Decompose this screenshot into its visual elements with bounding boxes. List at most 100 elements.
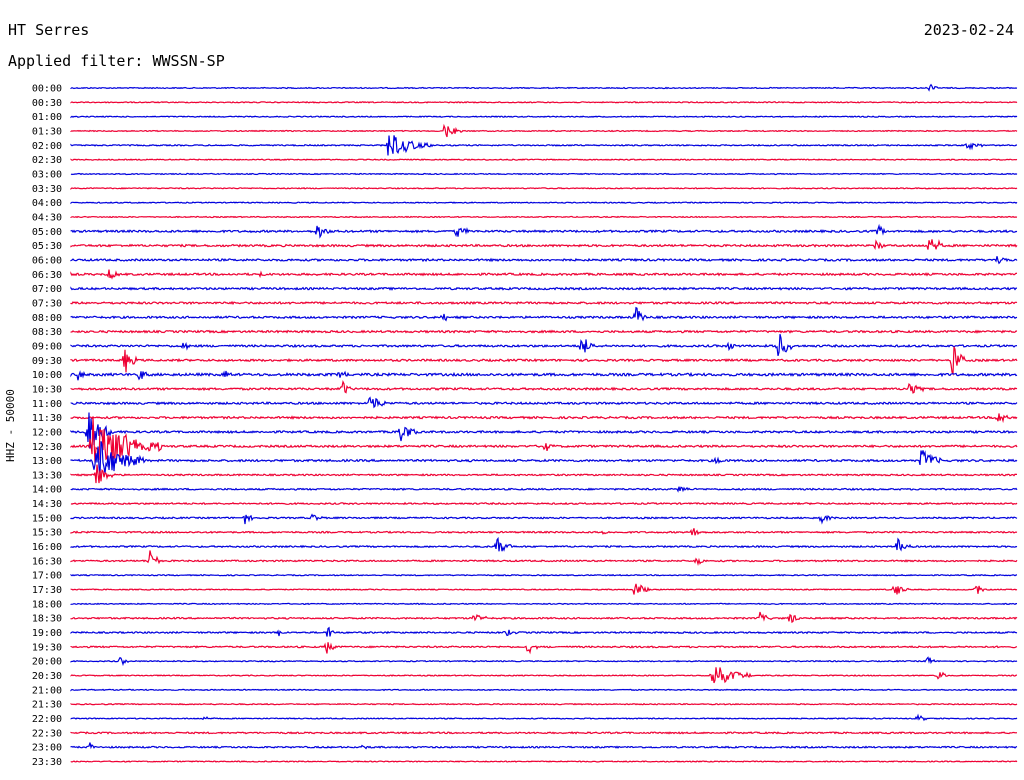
time-tick-label: 10:30 <box>32 384 62 395</box>
time-tick-label: 08:30 <box>32 327 62 338</box>
time-tick-label: 10:00 <box>32 370 62 381</box>
time-tick-label: 17:30 <box>32 585 62 596</box>
time-tick-label: 09:30 <box>32 356 62 367</box>
time-tick-label: 21:00 <box>32 685 62 696</box>
time-tick-label: 11:30 <box>32 413 62 424</box>
time-tick-label: 06:00 <box>32 255 62 266</box>
trace-line <box>70 611 1018 624</box>
time-tick-label: 00:00 <box>32 84 62 95</box>
time-tick-labels: 00:00 00:30 01:00 01:30 02:00 02:30 03:00 03:30… <box>32 84 62 769</box>
time-tick-label: 17:00 <box>32 571 62 582</box>
time-tick-label: 19:30 <box>32 642 62 653</box>
trace-line <box>70 333 1018 356</box>
trace-line <box>70 223 1018 239</box>
time-tick-label: 11:00 <box>32 399 62 410</box>
trace-line <box>70 583 1018 595</box>
time-tick-label: 03:30 <box>32 184 62 195</box>
time-tick-label: 18:00 <box>32 599 62 610</box>
time-tick-label: 02:00 <box>32 141 62 152</box>
trace-line <box>70 239 1018 251</box>
time-tick-label: 23:00 <box>32 743 62 754</box>
trace-line <box>70 396 1018 409</box>
time-tick-label: 20:00 <box>32 657 62 668</box>
trace-line <box>70 172 1018 176</box>
time-tick-label: 00:30 <box>32 98 62 109</box>
trace-line <box>70 528 1018 536</box>
time-tick-label: 09:00 <box>32 341 62 352</box>
time-tick-label: 18:30 <box>32 614 62 625</box>
trace-line <box>70 379 1018 394</box>
date-label: 2023-02-24 <box>923 21 1014 39</box>
trace-line <box>70 83 1018 92</box>
trace-line <box>70 346 1018 376</box>
time-tick-label: 16:00 <box>32 542 62 553</box>
filter-label: Applied filter: WWSSN-SP <box>8 52 225 70</box>
time-tick-label: 01:00 <box>32 112 62 123</box>
time-tick-label: 12:00 <box>32 427 62 438</box>
trace-line <box>70 642 1018 655</box>
trace-line <box>70 441 1018 475</box>
trace-line <box>70 412 1018 449</box>
trace-line <box>70 329 1018 334</box>
trace-line <box>70 269 1018 280</box>
time-tick-label: 15:00 <box>32 513 62 524</box>
trace-line <box>70 626 1018 637</box>
trace-line <box>70 656 1018 667</box>
trace-line <box>70 115 1018 119</box>
time-tick-label: 20:30 <box>32 671 62 682</box>
trace-line <box>70 370 1018 381</box>
trace-line <box>70 215 1018 219</box>
trace-line <box>70 135 1018 156</box>
trace-line <box>70 702 1018 706</box>
trace-line <box>70 256 1018 265</box>
trace-line <box>70 573 1018 577</box>
seismic-traces <box>70 83 1018 763</box>
time-tick-label: 04:30 <box>32 212 62 223</box>
trace-line <box>70 186 1018 190</box>
time-tick-label: 08:00 <box>32 313 62 324</box>
trace-line <box>70 713 1018 722</box>
time-tick-label: 06:30 <box>32 270 62 281</box>
trace-line <box>70 486 1018 493</box>
time-tick-label: 21:30 <box>32 700 62 711</box>
trace-line <box>70 742 1018 750</box>
trace-line <box>70 306 1018 322</box>
trace-line <box>70 100 1018 104</box>
trace-line <box>70 201 1018 205</box>
trace-line <box>70 731 1018 735</box>
time-tick-label: 14:00 <box>32 485 62 496</box>
trace-line <box>70 300 1018 306</box>
trace-line <box>70 667 1018 684</box>
time-tick-label: 16:30 <box>32 556 62 567</box>
time-tick-label: 19:00 <box>32 628 62 639</box>
time-tick-label: 22:00 <box>32 714 62 725</box>
time-tick-label: 12:30 <box>32 442 62 453</box>
time-tick-label: 02:30 <box>32 155 62 166</box>
time-tick-label: 05:30 <box>32 241 62 252</box>
time-tick-label: 07:00 <box>32 284 62 295</box>
time-tick-label: 23:30 <box>32 757 62 768</box>
trace-line <box>70 158 1018 161</box>
station-title: HT Serres <box>8 21 90 39</box>
trace-line <box>70 688 1018 692</box>
trace-line <box>70 501 1018 506</box>
trace-line <box>70 413 1018 424</box>
trace-line <box>70 417 1018 463</box>
time-tick-label: 01:30 <box>32 126 62 137</box>
time-tick-label: 05:00 <box>32 227 62 238</box>
trace-line <box>70 536 1018 552</box>
trace-line <box>70 286 1018 291</box>
trace-line <box>70 123 1018 138</box>
time-tick-label: 07:30 <box>32 298 62 309</box>
trace-line <box>70 513 1018 525</box>
trace-line <box>70 464 1017 484</box>
time-tick-label: 15:30 <box>32 528 62 539</box>
time-tick-label: 14:30 <box>32 499 62 510</box>
time-tick-label: 22:30 <box>32 728 62 739</box>
time-tick-label: 13:00 <box>32 456 62 467</box>
trace-line <box>70 550 1018 567</box>
time-tick-label: 03:00 <box>32 169 62 180</box>
y-axis-label: HHZ - 50000 <box>4 389 17 462</box>
time-tick-label: 04:00 <box>32 198 62 209</box>
